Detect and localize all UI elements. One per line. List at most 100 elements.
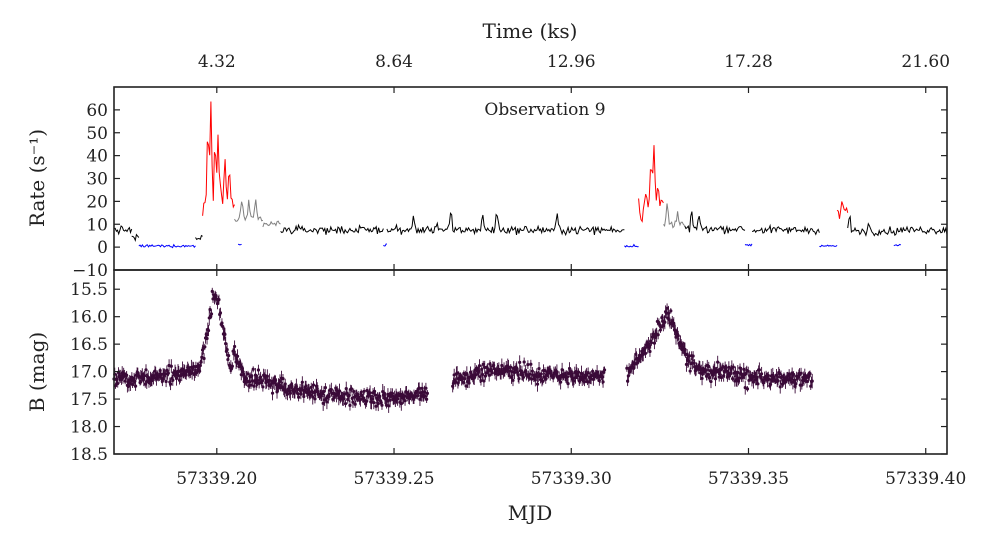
magnitude-point <box>760 366 764 381</box>
magnitude-marker <box>364 399 368 404</box>
magnitude-marker <box>602 368 607 372</box>
magnitude-point <box>166 370 170 377</box>
top-axis-title: Time (ks) <box>483 19 578 43</box>
magnitude-marker <box>283 382 287 386</box>
magnitude-point <box>225 342 229 357</box>
magnitude-marker <box>706 372 710 377</box>
magnitude-point <box>585 367 589 383</box>
magnitude-marker <box>477 364 482 368</box>
magnitude-marker <box>565 375 569 379</box>
magnitude-point <box>713 371 718 387</box>
magnitude-ytick-label: 17.0 <box>70 363 108 383</box>
magnitude-marker <box>417 386 421 390</box>
magnitude-marker <box>171 378 175 382</box>
magnitude-marker <box>123 379 127 383</box>
magnitude-marker <box>601 380 605 384</box>
magnitude-point <box>528 369 532 380</box>
magnitude-point <box>780 373 784 380</box>
magnitude-marker <box>205 336 209 341</box>
rate-series-moderate <box>234 199 264 222</box>
magnitude-point <box>217 294 221 305</box>
magnitude-marker <box>518 360 522 364</box>
rate-series-flare <box>836 201 849 219</box>
rate-series-dip <box>383 243 387 247</box>
magnitude-panel: 15.5 16.0 16.5 17.0 17.5 18.0 18.5 57339.20 5733… <box>70 269 966 489</box>
magnitude-marker <box>455 371 459 375</box>
magnitude-marker <box>549 369 553 373</box>
magnitude-point <box>230 362 234 371</box>
magnitude-marker <box>591 377 595 381</box>
rate-series-normal <box>195 234 203 241</box>
magnitude-marker <box>663 320 667 324</box>
magnitude-point <box>125 370 129 380</box>
rate-ytick-label: 10 <box>86 215 108 235</box>
magnitude-point <box>799 367 803 379</box>
mjd-tick-label: 57339.20 <box>176 469 257 489</box>
magnitude-point <box>372 396 376 410</box>
magnitude-marker <box>719 376 724 380</box>
magnitude-marker <box>626 374 630 378</box>
magnitude-marker <box>143 382 147 386</box>
rate-lightcurve <box>113 101 948 249</box>
time-tick-label: 8.64 <box>375 52 413 72</box>
magnitude-marker <box>302 394 306 399</box>
magnitude-marker <box>461 380 465 384</box>
magnitude-point <box>352 388 356 395</box>
magnitude-point <box>202 353 206 364</box>
magnitude-marker <box>539 372 543 376</box>
magnitude-marker <box>643 351 648 355</box>
magnitude-point <box>464 382 468 391</box>
magnitude-marker <box>768 382 773 386</box>
magnitude-point <box>576 368 581 377</box>
mjd-tick-label: 57339.35 <box>708 469 789 489</box>
time-tick-label: 12.96 <box>547 52 596 72</box>
magnitude-point <box>399 396 403 411</box>
magnitude-point <box>171 374 175 386</box>
magnitude-point <box>745 386 750 392</box>
magnitude-point <box>479 375 483 386</box>
magnitude-point <box>364 395 368 407</box>
magnitude-marker <box>343 401 348 406</box>
magnitude-marker <box>348 403 352 408</box>
magnitude-marker <box>741 375 745 379</box>
magnitude-point <box>521 372 526 382</box>
magnitude-marker <box>322 389 326 394</box>
magnitude-point <box>691 351 695 361</box>
magnitude-marker <box>559 380 563 384</box>
magnitude-marker <box>232 344 237 349</box>
magnitude-marker <box>425 391 429 395</box>
magnitude-point <box>746 366 750 376</box>
rate-series-normal <box>113 225 133 236</box>
magnitude-point <box>223 327 227 341</box>
magnitude-marker <box>230 364 234 368</box>
magnitude-point <box>509 364 513 371</box>
magnitude-point <box>541 378 545 385</box>
magnitude-point <box>144 364 148 376</box>
magnitude-point <box>227 351 231 360</box>
magnitude-marker <box>691 354 695 358</box>
magnitude-point <box>518 355 522 370</box>
magnitude-point <box>467 378 471 389</box>
rate-series-normal <box>847 214 902 237</box>
magnitude-marker <box>479 379 483 383</box>
magnitude-point <box>511 374 515 387</box>
magnitude-marker <box>388 398 392 402</box>
magnitude-marker <box>530 369 534 373</box>
magnitude-point <box>455 366 459 380</box>
rate-series-normal <box>131 233 140 242</box>
magnitude-marker <box>560 368 564 372</box>
magnitude-point <box>484 370 488 376</box>
magnitude-marker <box>745 387 750 391</box>
magnitude-marker <box>192 364 196 369</box>
magnitude-marker <box>517 377 521 381</box>
magnitude-point <box>281 374 285 384</box>
magnitude-point <box>481 360 485 368</box>
magnitude-point <box>559 374 563 390</box>
magnitude-marker <box>218 311 223 315</box>
magnitude-marker <box>805 379 809 384</box>
magnitude-point <box>283 378 287 390</box>
magnitude-point <box>713 361 717 376</box>
magnitude-marker <box>352 389 356 394</box>
